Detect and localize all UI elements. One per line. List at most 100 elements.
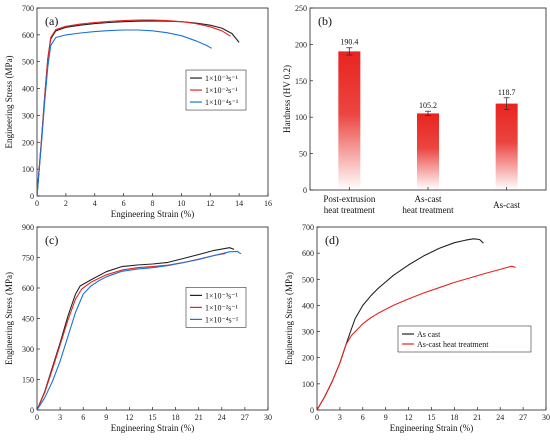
x-tick-label: 27	[519, 413, 527, 422]
x-tick-label: 15	[428, 413, 436, 422]
x-tick-label: 6	[81, 413, 85, 422]
x-axis-label: Engineering Strain (%)	[111, 209, 194, 219]
y-tick-label: 0	[30, 192, 34, 201]
chart-panel-a: 0 100 200 300 400 500 600 700 0 2 4 6 8 10 12 14 16 Engin…	[4, 4, 272, 219]
chart-panel-b: 0 50 100 150 200 250 Hardness (HV 0.2) (b) 190.4…	[282, 4, 547, 215]
category-label: As-cast	[493, 200, 520, 210]
legend-label: 1×10⁻³s⁻¹	[205, 291, 238, 300]
x-tick-label: 15	[149, 413, 157, 422]
y-tick-label: 100	[295, 113, 307, 122]
data-label: 190.4	[340, 38, 358, 47]
y-tick-label: 200	[302, 354, 314, 363]
category-label: Post-extrusion	[323, 194, 376, 204]
y-tick-label: 300	[302, 328, 314, 337]
x-tick-label: 6	[361, 413, 365, 422]
x-tick-label: 12	[206, 199, 214, 208]
series-line	[36, 250, 242, 411]
x-tick-label: 9	[384, 413, 388, 422]
y-tick-label: 700	[302, 223, 314, 232]
x-tick-label: 2	[64, 199, 68, 208]
series-line	[316, 238, 484, 411]
x-tick-label: 3	[58, 413, 62, 422]
category-label: heat treatment	[402, 205, 454, 215]
x-tick-label: 4	[93, 199, 97, 208]
series-line	[36, 252, 226, 411]
x-tick-label: 21	[473, 413, 481, 422]
x-axis-label: Engineering Strain (%)	[111, 423, 194, 433]
y-tick-label: 250	[295, 4, 307, 13]
x-tick-label: 9	[104, 413, 108, 422]
x-tick-label: 14	[235, 199, 243, 208]
panel-label: (b)	[318, 14, 332, 28]
x-tick-label: 27	[241, 413, 249, 422]
y-tick-label: 300	[22, 111, 34, 120]
bar	[338, 51, 361, 191]
category-label: As-cast	[415, 194, 442, 204]
x-tick-label: 24	[496, 413, 504, 422]
y-tick-label: 0	[310, 406, 314, 415]
plot-frame	[316, 226, 547, 411]
y-tick-label: 150	[22, 376, 34, 385]
series-line	[36, 29, 212, 197]
y-tick-label: 900	[22, 223, 34, 232]
panel-label: (a)	[45, 14, 58, 28]
chart-panel-d: 0 100 200 300 400 500 600 700 0 3 6 9 12 15 18 21 24 27 30…	[284, 223, 550, 433]
data-label: 118.7	[498, 88, 516, 97]
y-tick-label: 600	[22, 284, 34, 293]
series-line	[36, 247, 235, 411]
y-tick-label: 400	[302, 301, 314, 310]
y-tick-label: 100	[22, 165, 34, 174]
data-label: 105.2	[419, 101, 437, 110]
y-tick-label: 750	[22, 254, 34, 263]
x-tick-label: 16	[264, 199, 272, 208]
x-axis-label: Engineering Strain (%)	[390, 423, 473, 433]
y-tick-label: 0	[30, 406, 34, 415]
x-tick-label: 8	[151, 199, 155, 208]
bar	[417, 113, 439, 190]
x-tick-label: 3	[338, 413, 342, 422]
x-tick-label: 0	[35, 199, 39, 208]
x-tick-label: 24	[218, 413, 226, 422]
y-tick-label: 450	[22, 315, 34, 324]
bar	[495, 103, 518, 190]
x-tick-label: 30	[542, 413, 550, 422]
y-tick-label: 100	[302, 380, 314, 389]
legend-box	[397, 325, 532, 353]
x-tick-label: 0	[315, 413, 319, 422]
y-tick-label: 200	[22, 138, 34, 147]
legend-label: 1×10⁻⁴s⁻¹	[205, 315, 239, 324]
x-tick-label: 18	[172, 413, 180, 422]
x-tick-label: 12	[405, 413, 413, 422]
x-tick-label: 6	[122, 199, 126, 208]
y-axis-label: Hardness (HV 0.2)	[282, 65, 292, 133]
y-tick-label: 300	[22, 345, 34, 354]
y-tick-label: 600	[302, 249, 314, 258]
y-axis-label: Engineering Stress (MPa)	[4, 56, 14, 149]
y-tick-label: 200	[295, 40, 307, 49]
legend: 1×10⁻³s⁻¹ 1×10⁻²s⁻¹ 1×10⁻⁴s⁻¹	[185, 69, 247, 111]
series-line	[36, 19, 231, 197]
y-tick-label: 50	[299, 150, 307, 159]
y-axis-label: Engineering Stress (MPa)	[4, 272, 14, 365]
y-tick-label: 600	[22, 31, 34, 40]
y-tick-label: 500	[22, 58, 34, 67]
x-tick-label: 18	[450, 413, 458, 422]
chart-panel-c: 0 150 300 450 600 750 900 0 3 6 9 12 15 18 21 24 27 30 Eng…	[4, 223, 272, 433]
y-tick-label: 500	[302, 275, 314, 284]
legend-label: 1×10⁻²s⁻¹	[205, 303, 238, 312]
legend-label: As-cast heat treatment	[417, 340, 489, 349]
y-tick-label: 150	[295, 77, 307, 86]
x-tick-label: 30	[264, 413, 272, 422]
category-label: heat treatment	[324, 205, 376, 215]
x-tick-label: 12	[125, 413, 133, 422]
y-axis-label: Engineering Stress (MPa)	[284, 272, 294, 365]
legend-label: 1×10⁻⁴s⁻¹	[205, 98, 239, 107]
y-tick-label: 0	[303, 186, 307, 195]
legend-label: As cast	[417, 330, 441, 339]
x-tick-label: 21	[195, 413, 203, 422]
y-tick-label: 400	[22, 85, 34, 94]
legend-label: 1×10⁻²s⁻¹	[205, 86, 238, 95]
x-tick-label: 10	[177, 199, 185, 208]
legend-label: 1×10⁻³s⁻¹	[205, 74, 238, 83]
